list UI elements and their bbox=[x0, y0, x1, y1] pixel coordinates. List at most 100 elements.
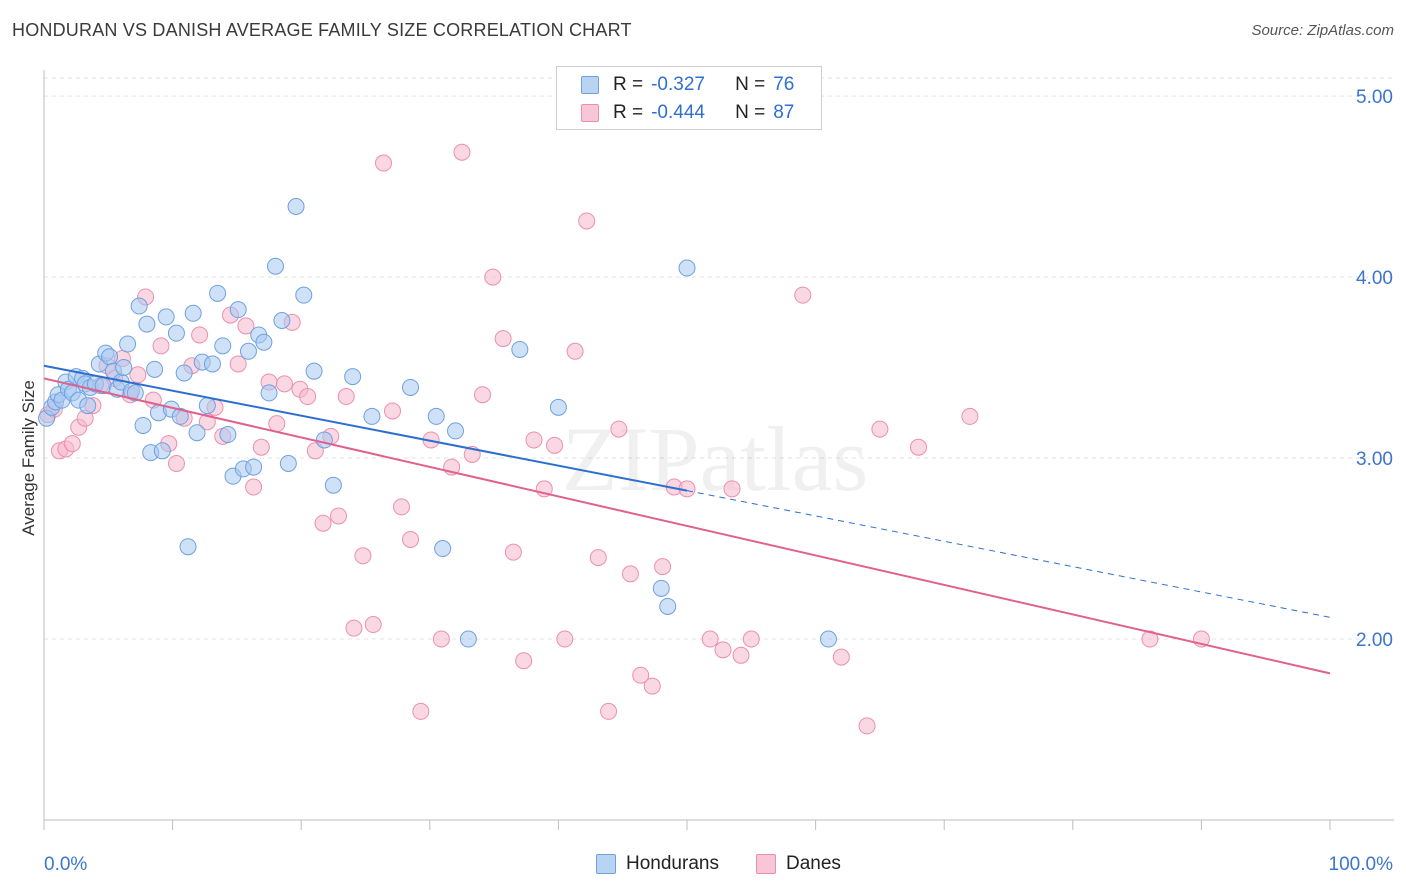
hondurans-point bbox=[511, 340, 529, 358]
danes-point bbox=[589, 549, 607, 567]
y-tick-label: 5.00 bbox=[1356, 87, 1393, 108]
hondurans-legend-label: Hondurans bbox=[626, 853, 719, 874]
danes-point bbox=[167, 454, 185, 472]
danes-point bbox=[314, 514, 332, 532]
hondurans-point bbox=[402, 378, 420, 396]
danes-point bbox=[245, 478, 263, 496]
danes-point bbox=[556, 630, 574, 648]
danes-legend-swatch bbox=[756, 854, 776, 874]
danes-point bbox=[412, 702, 430, 720]
danes-point bbox=[742, 630, 760, 648]
hondurans-point bbox=[130, 297, 148, 315]
danes-point bbox=[432, 630, 450, 648]
hondurans-point bbox=[146, 360, 164, 378]
hondurans-point bbox=[447, 422, 465, 440]
danes-point bbox=[152, 337, 170, 355]
hondurans-swatch bbox=[581, 76, 599, 94]
danes-point bbox=[191, 326, 209, 344]
danes-point bbox=[909, 438, 927, 456]
hondurans-point bbox=[134, 416, 152, 434]
danes-point bbox=[732, 646, 750, 664]
y-tick-label: 2.00 bbox=[1356, 630, 1393, 651]
y-tick-label: 4.00 bbox=[1356, 268, 1393, 289]
danes-point bbox=[504, 543, 522, 561]
danes-point bbox=[237, 317, 255, 335]
hondurans-point bbox=[219, 426, 237, 444]
stats-legend: R = -0.327 N = 76 R = -0.444 N = 87 bbox=[556, 66, 822, 130]
legend-row-hondurans: R = -0.327 N = 76 bbox=[581, 71, 794, 99]
hondurans-trend-extension bbox=[686, 490, 1331, 618]
danes-point bbox=[268, 415, 286, 433]
danes-point bbox=[337, 388, 355, 406]
danes-point bbox=[484, 268, 502, 286]
legend-danes: Danes bbox=[756, 852, 841, 876]
hondurans-point bbox=[175, 364, 193, 382]
hondurans-point bbox=[549, 398, 567, 416]
danes-point bbox=[566, 342, 584, 360]
legend-hondurans: Hondurans bbox=[596, 852, 719, 876]
hondurans-point bbox=[101, 348, 119, 366]
danes-point bbox=[384, 402, 402, 420]
danes-point bbox=[474, 386, 492, 404]
hondurans-point bbox=[305, 362, 323, 380]
tick-labels: 2.00 3.00 4.00 5.00 0.0% 100.0% bbox=[44, 87, 1393, 875]
danes-point bbox=[515, 652, 533, 670]
hondurans-point bbox=[819, 630, 837, 648]
danes-point bbox=[299, 388, 317, 406]
danes-point bbox=[494, 330, 512, 348]
danes-point bbox=[600, 702, 618, 720]
danes-point bbox=[858, 717, 876, 735]
danes-point bbox=[961, 407, 979, 425]
danes-point bbox=[129, 366, 147, 384]
hondurans-point bbox=[459, 630, 477, 648]
danes-point bbox=[621, 565, 639, 583]
danes-trend-line bbox=[43, 377, 1331, 675]
hondurans-point bbox=[287, 197, 305, 215]
danes-point bbox=[453, 143, 471, 161]
hondurans-point bbox=[434, 540, 452, 558]
hondurans-point bbox=[315, 431, 333, 449]
hondurans-point bbox=[273, 312, 291, 330]
hondurans-point bbox=[214, 337, 232, 355]
danes-point bbox=[525, 431, 543, 449]
danes-point bbox=[229, 355, 247, 373]
danes-point bbox=[393, 498, 411, 516]
hondurans-point bbox=[153, 442, 171, 460]
danes-point bbox=[364, 616, 382, 634]
r-value: -0.327 bbox=[651, 74, 705, 95]
hondurans-point bbox=[79, 397, 97, 415]
hondurans-point bbox=[266, 257, 284, 275]
danes-point bbox=[546, 436, 564, 454]
danes-swatch bbox=[581, 104, 599, 122]
hondurans-point bbox=[427, 407, 445, 425]
x-tick-label-min: 0.0% bbox=[44, 854, 87, 875]
chart-title: HONDURAN VS DANISH AVERAGE FAMILY SIZE C… bbox=[12, 20, 632, 40]
hondurans-point bbox=[279, 454, 297, 472]
hondurans-point bbox=[678, 259, 696, 277]
danes-point bbox=[63, 435, 81, 453]
y-axis-label: Average Family Size bbox=[19, 380, 38, 536]
watermark: ZIPatlas bbox=[562, 408, 869, 510]
danes-point bbox=[654, 558, 672, 576]
danes-point bbox=[714, 641, 732, 659]
r-value: -0.444 bbox=[651, 102, 705, 123]
hondurans-point bbox=[239, 342, 257, 360]
hondurans-point bbox=[126, 384, 144, 402]
hondurans-point bbox=[260, 384, 278, 402]
hondurans-point bbox=[157, 308, 175, 326]
hondurans-point bbox=[659, 597, 677, 615]
r-label: R = bbox=[613, 102, 644, 123]
danes-point bbox=[643, 677, 661, 695]
danes-point bbox=[723, 480, 741, 498]
hondurans-point bbox=[245, 458, 263, 476]
hondurans-point bbox=[295, 286, 313, 304]
hondurans-point bbox=[167, 324, 185, 342]
chart-source: Source: ZipAtlas.com bbox=[1251, 22, 1394, 39]
hondurans-point bbox=[209, 284, 227, 302]
y-tick-label: 3.00 bbox=[1356, 449, 1393, 470]
axes-layer bbox=[43, 70, 1394, 830]
danes-point bbox=[275, 375, 293, 393]
danes-point bbox=[402, 530, 420, 548]
hondurans-point bbox=[229, 301, 247, 319]
danes-point bbox=[610, 420, 628, 438]
